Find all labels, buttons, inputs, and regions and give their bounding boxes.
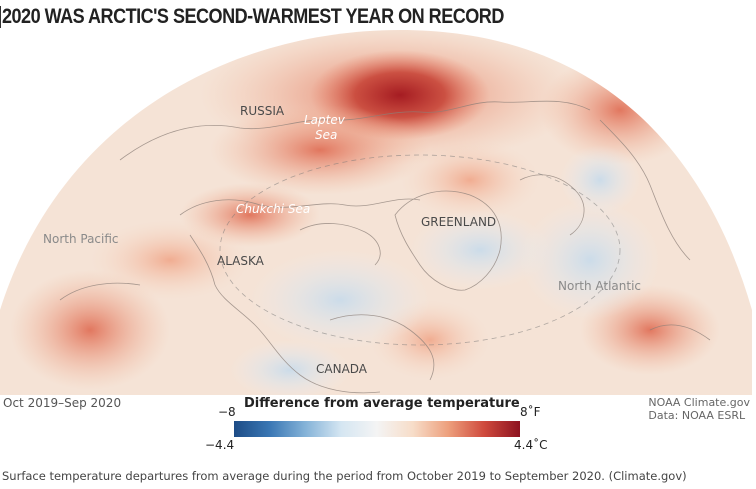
label-russia: RUSSIA: [240, 104, 285, 118]
time-period: Oct 2019–Sep 2020: [3, 396, 122, 410]
source-credit: NOAA Climate.gov Data: NOAA ESRL: [648, 396, 750, 422]
label-chukchi-sea: Chukchi Sea: [236, 202, 310, 216]
legend-colorbar: [234, 421, 520, 437]
legend-max-fahrenheit: 8˚F: [520, 405, 541, 419]
credit-line1: NOAA Climate.gov: [648, 396, 750, 409]
label-north-pacific: North Pacific: [43, 232, 119, 246]
title-rule: [0, 6, 1, 28]
legend-min-celsius: −4.4: [205, 438, 235, 452]
label-laptev-line1: Laptev: [304, 113, 346, 127]
coastlines: [59, 100, 711, 394]
label-laptev-line2: Sea: [315, 128, 337, 142]
temperature-anomaly-map: RUSSIA Laptev Sea Chukchi Sea GREENLAND …: [0, 30, 752, 395]
legend-title: Difference from average temperature: [244, 396, 520, 411]
map-figure: 2020 WAS ARCTIC'S SECOND-WARMEST YEAR ON…: [0, 5, 752, 452]
legend-min-fahrenheit: −8: [218, 405, 236, 419]
label-greenland: GREENLAND: [421, 215, 496, 229]
label-canada: CANADA: [316, 362, 368, 376]
figure-caption: Surface temperature departures from aver…: [2, 469, 687, 483]
legend-max-celsius: 4.4˚C: [514, 438, 548, 452]
credit-line2: Data: NOAA ESRL: [648, 409, 746, 422]
map-title: 2020 WAS ARCTIC'S SECOND-WARMEST YEAR ON…: [2, 5, 504, 28]
label-north-atlantic: North Atlantic: [558, 279, 641, 293]
anomaly-field: [0, 30, 752, 395]
label-alaska: ALASKA: [217, 254, 265, 268]
